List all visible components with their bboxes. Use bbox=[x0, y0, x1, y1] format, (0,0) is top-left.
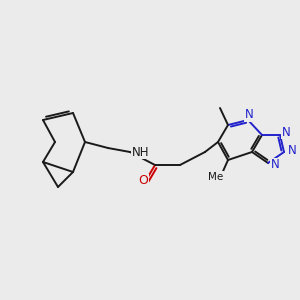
Text: N: N bbox=[244, 109, 253, 122]
Text: NH: NH bbox=[132, 146, 149, 158]
Text: Me: Me bbox=[208, 172, 224, 182]
Text: N: N bbox=[288, 145, 296, 158]
Text: N: N bbox=[282, 125, 290, 139]
Text: N: N bbox=[271, 158, 279, 172]
Text: O: O bbox=[138, 175, 148, 188]
